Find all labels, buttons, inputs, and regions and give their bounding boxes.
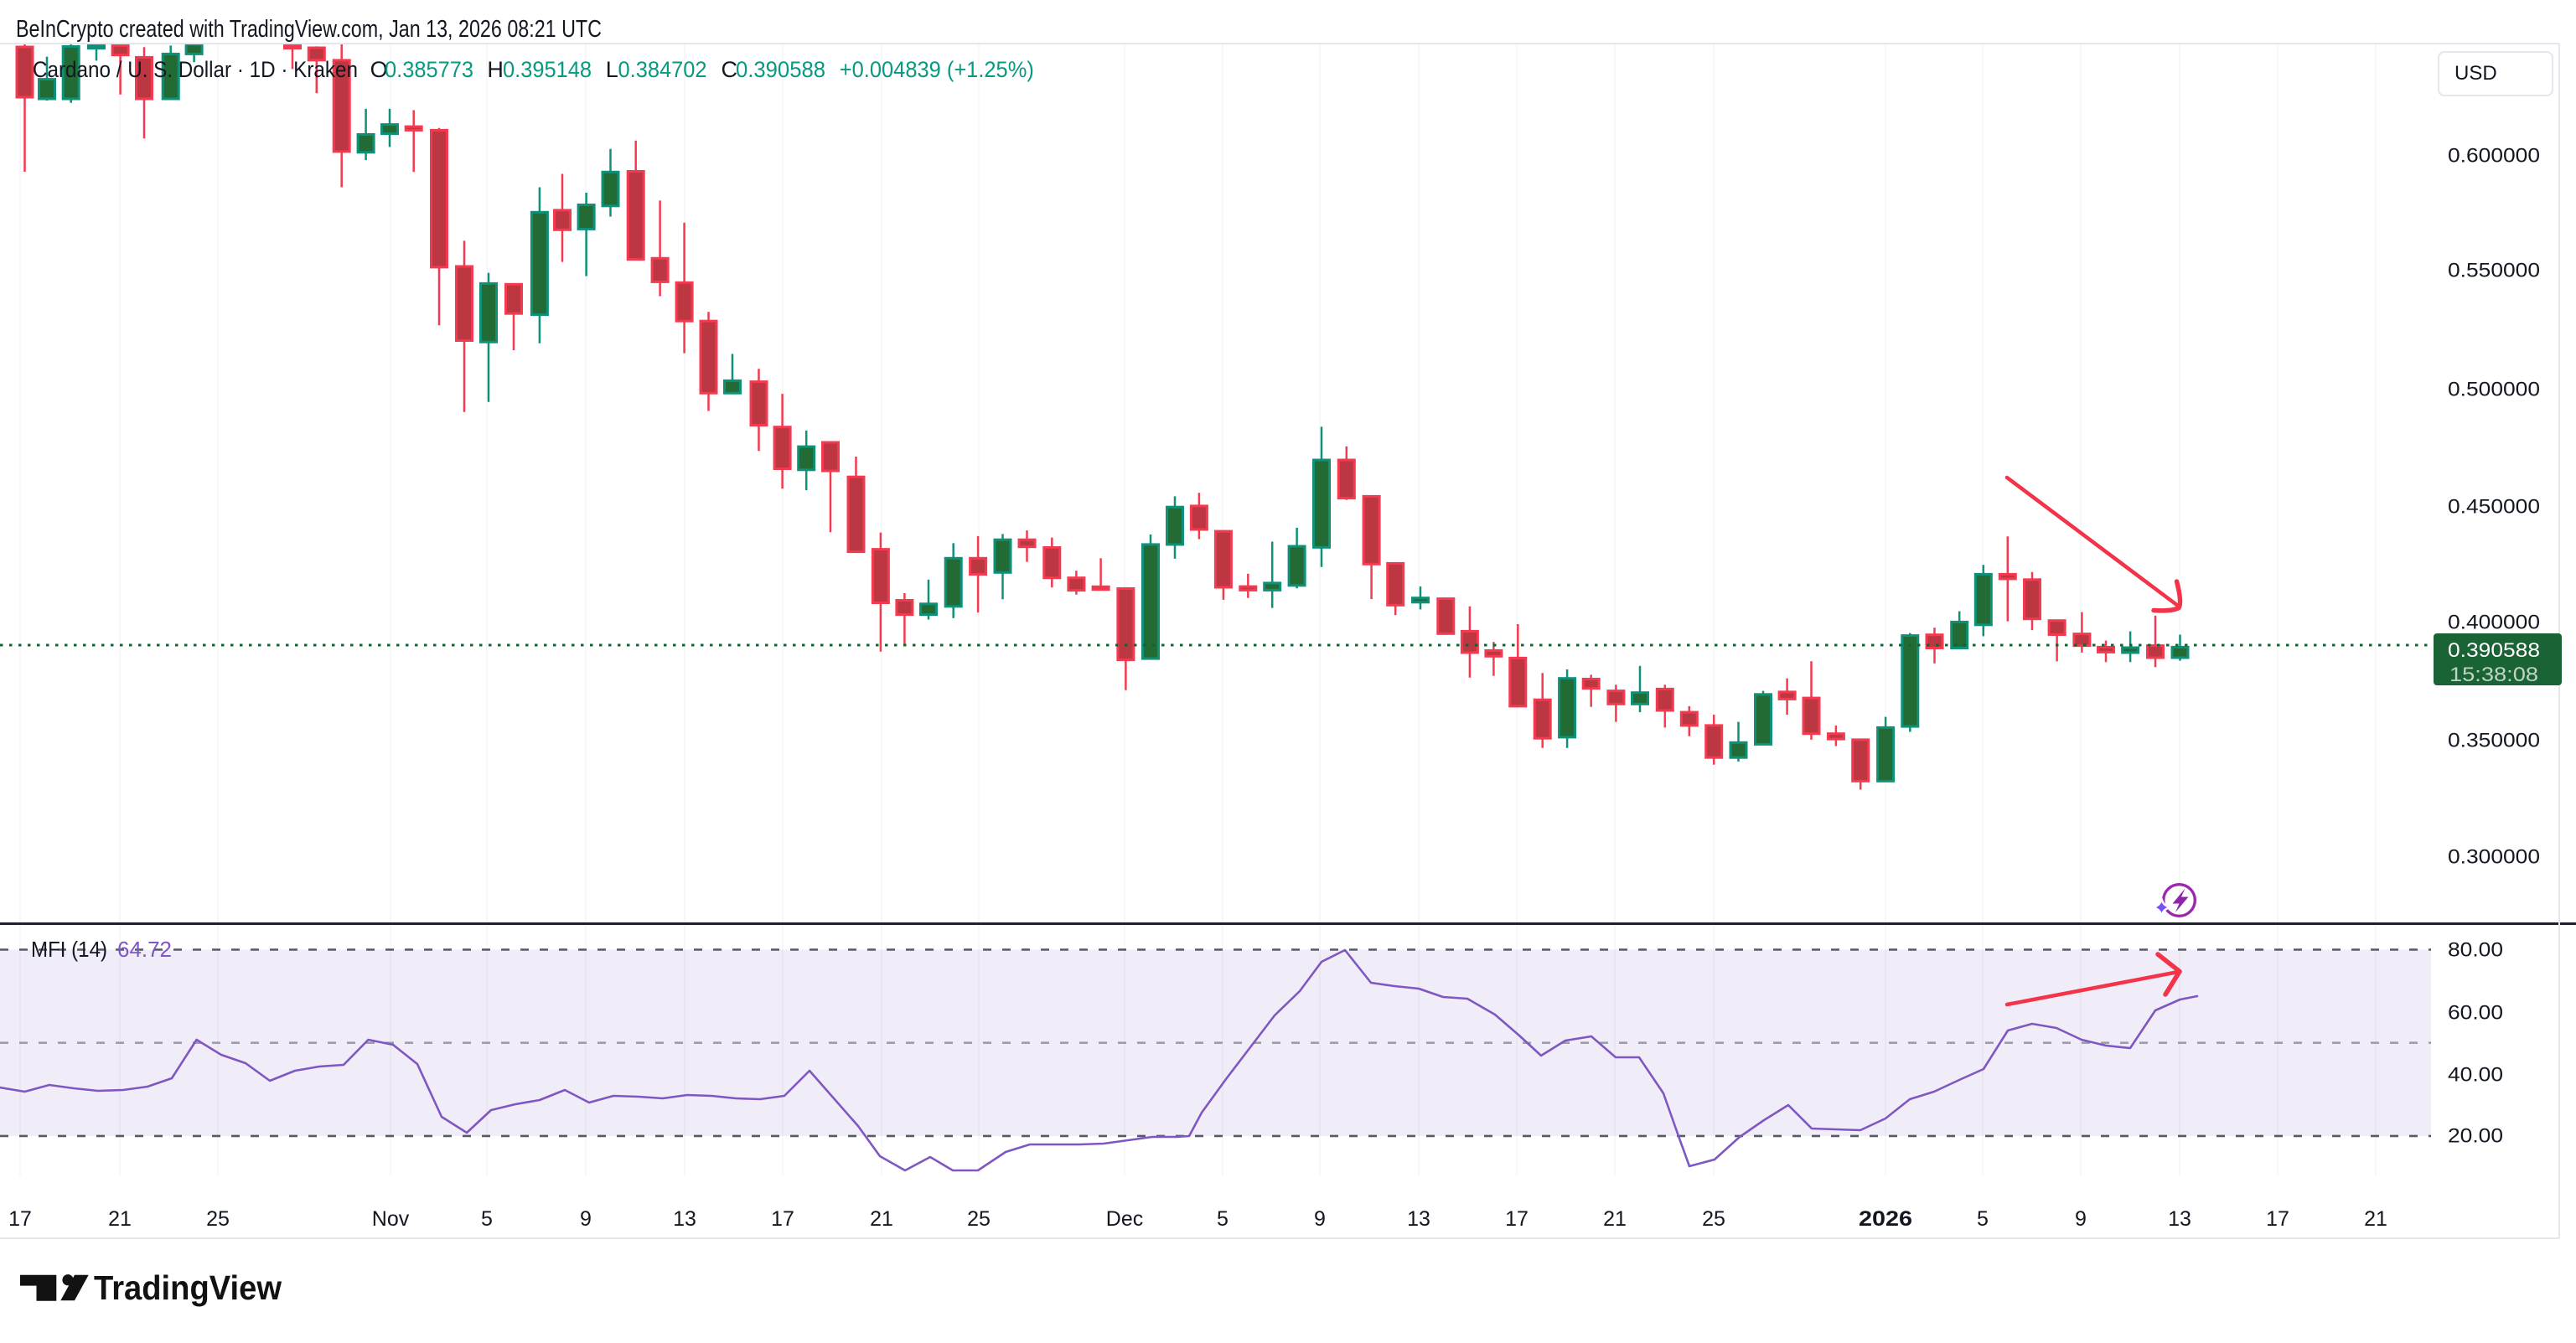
- svg-text:15:38:08: 15:38:08: [2449, 664, 2538, 686]
- svg-text:0.350000: 0.350000: [2448, 730, 2540, 752]
- svg-text:Nov: Nov: [372, 1207, 410, 1231]
- svg-text:H: H: [487, 57, 504, 82]
- svg-text:0.450000: 0.450000: [2448, 496, 2540, 519]
- svg-text:2026: 2026: [1859, 1207, 1912, 1231]
- svg-text:21: 21: [1603, 1207, 1627, 1231]
- svg-text:0.500000: 0.500000: [2448, 379, 2540, 401]
- svg-text:9: 9: [580, 1207, 592, 1231]
- svg-text:80.00: 80.00: [2448, 939, 2503, 962]
- svg-text:17: 17: [1505, 1207, 1529, 1231]
- svg-text:0.300000: 0.300000: [2448, 846, 2540, 869]
- svg-text:O: O: [370, 57, 388, 82]
- svg-text:5: 5: [1217, 1207, 1229, 1231]
- svg-text:13: 13: [1407, 1207, 1430, 1231]
- svg-text:25: 25: [206, 1207, 230, 1231]
- svg-text:0.385773: 0.385773: [385, 57, 473, 82]
- svg-text:BeInCrypto created with Tradin: BeInCrypto created with TradingView.com,…: [16, 16, 602, 43]
- svg-text:Dec: Dec: [1106, 1207, 1143, 1231]
- svg-text:13: 13: [2168, 1207, 2191, 1231]
- svg-text:+0.004839 (+1.25%): +0.004839 (+1.25%): [840, 57, 1034, 82]
- svg-text:0.384702: 0.384702: [618, 57, 707, 82]
- svg-text:0.395148: 0.395148: [503, 57, 592, 82]
- svg-text:40.00: 40.00: [2448, 1064, 2503, 1087]
- svg-text:9: 9: [2075, 1207, 2087, 1231]
- svg-text:0.400000: 0.400000: [2448, 612, 2540, 634]
- svg-text:0.390588: 0.390588: [2448, 639, 2540, 662]
- svg-text:0.600000: 0.600000: [2448, 145, 2540, 168]
- svg-text:13: 13: [673, 1207, 696, 1231]
- svg-text:9: 9: [1314, 1207, 1326, 1231]
- svg-text:17: 17: [8, 1207, 32, 1231]
- svg-text:21: 21: [870, 1207, 893, 1231]
- svg-text:60.00: 60.00: [2448, 1002, 2503, 1025]
- svg-text:20.00: 20.00: [2448, 1125, 2503, 1148]
- svg-text:TradingView: TradingView: [94, 1268, 282, 1307]
- svg-text:64.72: 64.72: [117, 937, 172, 962]
- svg-text:0.390588: 0.390588: [736, 57, 825, 82]
- svg-text:5: 5: [481, 1207, 493, 1231]
- svg-text:USD: USD: [2454, 62, 2497, 85]
- svg-text:L: L: [606, 57, 618, 82]
- svg-text:21: 21: [108, 1207, 132, 1231]
- svg-text:C: C: [722, 57, 738, 82]
- svg-text:17: 17: [771, 1207, 794, 1231]
- svg-text:0.550000: 0.550000: [2448, 260, 2540, 282]
- svg-text:21: 21: [2364, 1207, 2387, 1231]
- svg-text:Cardano / U. S. Dollar · 1D ·: Cardano / U. S. Dollar · 1D · Kraken: [33, 57, 358, 82]
- svg-text:17: 17: [2266, 1207, 2289, 1231]
- svg-text:MFI (14): MFI (14): [31, 937, 107, 962]
- svg-text:25: 25: [1702, 1207, 1725, 1231]
- svg-text:5: 5: [1977, 1207, 1989, 1231]
- svg-text:25: 25: [967, 1207, 991, 1231]
